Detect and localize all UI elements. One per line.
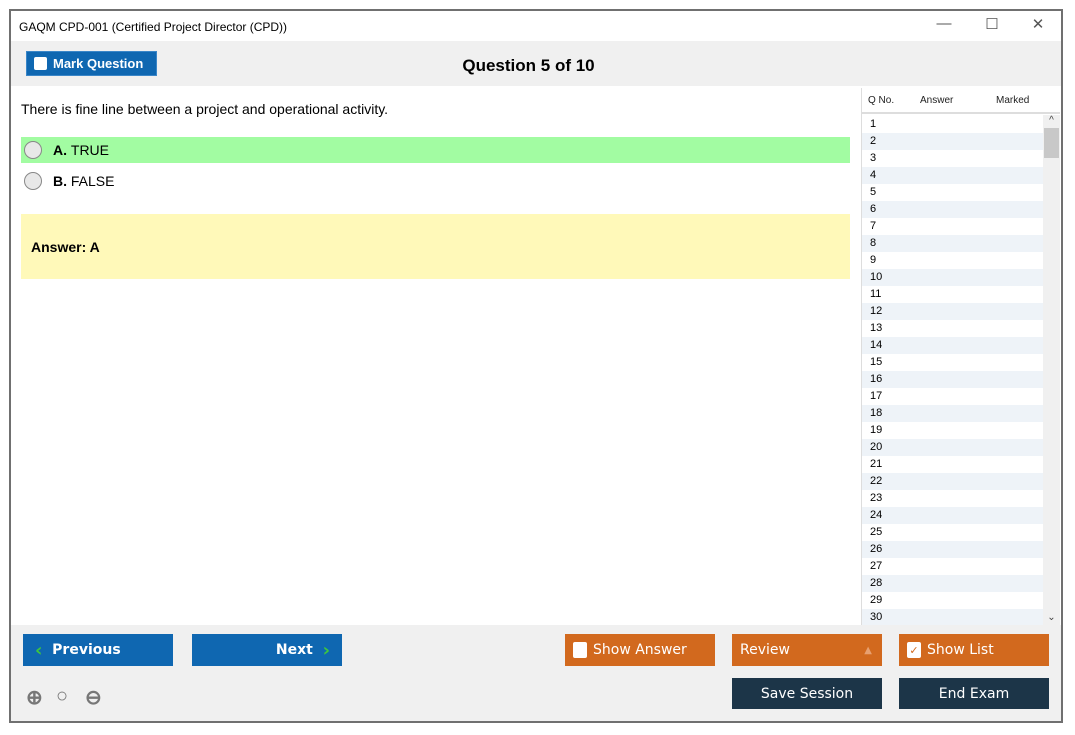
question-title: Question 5 of 10: [462, 56, 595, 75]
option-letter: A.: [53, 142, 67, 158]
option-text: FALSE: [70, 173, 115, 189]
close-button[interactable]: ✕: [1031, 16, 1045, 33]
list-row[interactable]: 17: [870, 390, 883, 402]
save-session-button[interactable]: Save Session: [732, 678, 882, 709]
list-row[interactable]: 5: [870, 186, 877, 198]
list-row[interactable]: 14: [862, 337, 1044, 354]
header-answer: Answer: [920, 94, 954, 106]
review-dropdown[interactable]: Review ▲: [732, 634, 882, 666]
end-exam-button[interactable]: End Exam: [899, 678, 1049, 709]
question-text: There is fine line between a project and…: [21, 101, 389, 117]
list-row[interactable]: 1: [870, 118, 877, 130]
show-answer-button[interactable]: Show Answer: [565, 634, 715, 666]
list-row[interactable]: 28: [862, 575, 1044, 592]
review-label: Review: [740, 642, 790, 658]
list-row[interactable]: 6: [862, 201, 1044, 218]
scroll-thumb[interactable]: [1044, 128, 1059, 158]
list-row[interactable]: 10: [862, 269, 1044, 286]
previous-button[interactable]: ‹ Previous: [23, 634, 173, 666]
zoom-in-icon[interactable]: ⊕: [26, 687, 43, 709]
list-row[interactable]: 30: [862, 609, 1044, 626]
radio-icon[interactable]: [24, 172, 42, 190]
mark-question-button[interactable]: Mark Question: [26, 51, 157, 76]
scroll-down-icon[interactable]: ⌄: [1047, 612, 1056, 623]
list-row[interactable]: 22: [862, 473, 1044, 490]
list-header: Q No. Answer Marked: [862, 88, 1060, 114]
list-row[interactable]: 18: [862, 405, 1044, 422]
show-list-label: Show List: [927, 642, 994, 658]
list-row[interactable]: 12: [862, 303, 1044, 320]
chevron-right-icon: ›: [322, 639, 330, 661]
list-row[interactable]: 25: [870, 526, 883, 538]
minimize-button[interactable]: —: [936, 15, 952, 32]
list-row[interactable]: 13: [870, 322, 883, 334]
list-row[interactable]: 15: [870, 356, 883, 368]
list-row[interactable]: 4: [862, 167, 1044, 184]
header-marked: Marked: [996, 94, 1030, 106]
radio-icon[interactable]: [24, 141, 42, 159]
list-row[interactable]: 2: [862, 133, 1044, 150]
maximize-button[interactable]: ☐: [985, 16, 999, 33]
list-row[interactable]: 19: [870, 424, 883, 436]
bottom-bar: ‹ Previous Next › Show Answer Review ▲ ✓ S…: [11, 625, 1061, 721]
list-row[interactable]: 11: [870, 288, 882, 300]
app-window: GAQM CPD-001 (Certified Project Director…: [9, 9, 1063, 723]
show-list-button[interactable]: ✓ Show List: [899, 634, 1049, 666]
checkbox-icon[interactable]: [573, 642, 587, 658]
previous-label: Previous: [52, 642, 121, 658]
list-row[interactable]: 16: [862, 371, 1044, 388]
chevron-left-icon: ‹: [35, 639, 43, 661]
list-row[interactable]: 21: [870, 458, 883, 470]
option-b[interactable]: B. FALSE: [21, 168, 850, 194]
list-row[interactable]: 7: [870, 220, 877, 232]
show-answer-label: Show Answer: [593, 642, 687, 658]
question-list: Q No. Answer Marked 1 2 3 4 5 6 7 8 9 10 11 12 13 14 1…: [861, 88, 1060, 626]
list-row[interactable]: 8: [862, 235, 1044, 252]
list-row[interactable]: 27: [870, 560, 883, 572]
checkbox-icon: [34, 57, 47, 70]
header-qno: Q No.: [868, 94, 895, 106]
caret-up-icon: ▲: [864, 644, 872, 656]
option-a[interactable]: A. TRUE: [21, 137, 850, 163]
mark-question-label: Mark Question: [53, 56, 144, 71]
list-row[interactable]: 9: [870, 254, 877, 266]
list-row[interactable]: 3: [870, 152, 877, 164]
scroll-up-icon[interactable]: ^: [1049, 115, 1054, 126]
zoom-out-icon[interactable]: ⊖: [85, 687, 102, 709]
next-button[interactable]: Next ›: [192, 634, 342, 666]
next-label: Next: [275, 642, 313, 658]
scrollbar[interactable]: ^ ⌄: [1043, 115, 1060, 625]
list-row[interactable]: 26: [862, 541, 1044, 558]
list-row[interactable]: 29: [870, 594, 883, 606]
list-row[interactable]: 20: [862, 439, 1044, 456]
list-row[interactable]: 23: [870, 492, 883, 504]
option-text: TRUE: [70, 142, 110, 158]
option-letter: B.: [53, 173, 67, 189]
list-row[interactable]: 24: [862, 507, 1044, 524]
zoom-reset-icon[interactable]: ○: [56, 685, 69, 707]
toolbar: Question 5 of 10 Mark Question: [11, 41, 1061, 86]
window-title: GAQM CPD-001 (Certified Project Director…: [19, 20, 288, 34]
checkbox-checked-icon[interactable]: ✓: [907, 642, 921, 658]
answer-box: Answer: A: [21, 214, 850, 279]
